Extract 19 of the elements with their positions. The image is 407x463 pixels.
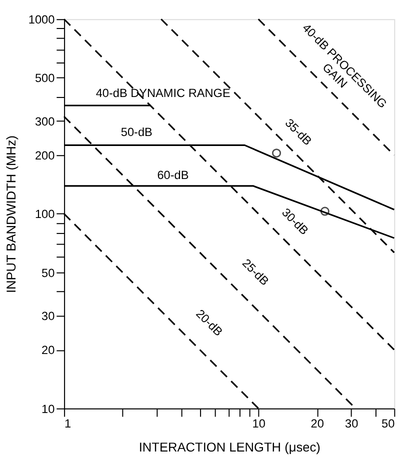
annotation: 40-dB DYNAMIC RANGE	[96, 86, 230, 100]
y-tick-label: 100	[34, 207, 56, 222]
y-axis-title: INPUT BANDWIDTH (MHz)	[4, 135, 19, 294]
y-tick-label: 20	[42, 343, 56, 358]
y-tick-label: 50	[42, 266, 56, 280]
annotation: 60-dB	[157, 168, 189, 182]
y-tick-label: 300	[34, 114, 56, 128]
y-tick-label: 10	[42, 402, 56, 416]
y-tick-label: 200	[34, 148, 56, 163]
y-tick-label: 30	[42, 308, 56, 323]
y-tick-label: 1000	[28, 12, 56, 27]
x-tick-label: 30	[345, 416, 359, 431]
y-tick-label: 500	[34, 71, 56, 86]
x-tick-label: 50	[382, 416, 396, 431]
x-tick-label: 10	[252, 416, 266, 431]
x-tick-label: 20	[310, 416, 324, 431]
annotation: 50-dB	[120, 124, 153, 139]
x-tick-label: 1	[64, 416, 72, 431]
x-axis-title: INTERACTION LENGTH (μsec)	[138, 439, 320, 454]
